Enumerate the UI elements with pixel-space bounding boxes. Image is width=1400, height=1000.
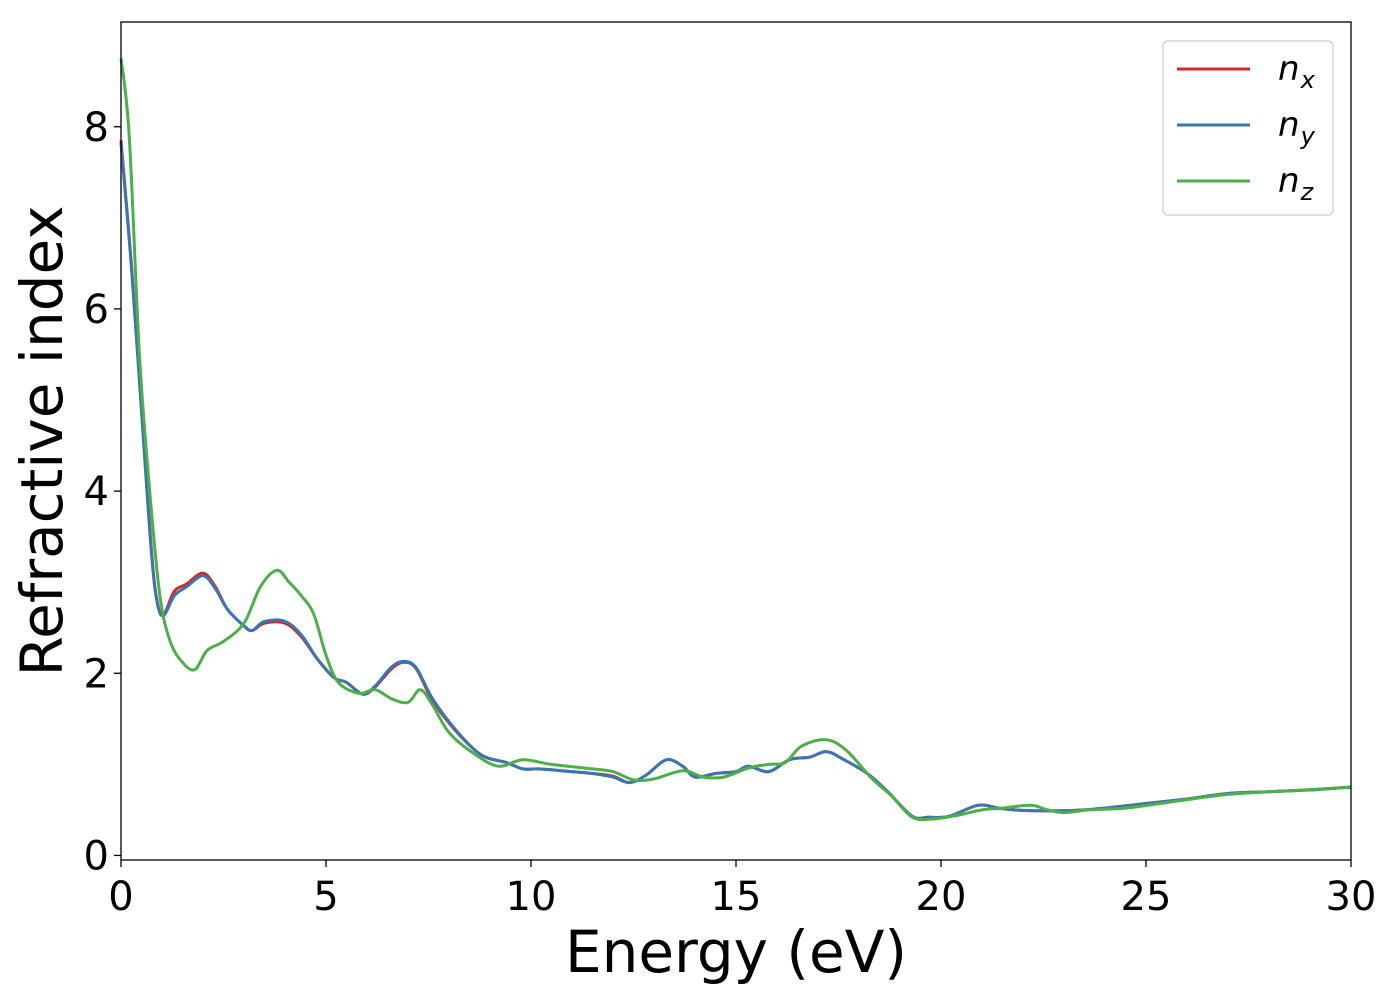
x-tick-label: 20 (916, 874, 967, 920)
series-line-ny (119, 142, 1352, 820)
legend-label-nx: nx (1278, 49, 1316, 94)
x-axis-ticks: 0 5 10 15 20 25 30 (108, 860, 1376, 920)
y-axis-title: Refractive index (8, 205, 76, 676)
y-tick-label: 6 (84, 287, 109, 333)
y-tick-label: 0 (84, 833, 109, 879)
x-tick-label: 0 (108, 874, 133, 920)
x-tick-label: 5 (313, 874, 338, 920)
x-tick-label: 15 (711, 874, 762, 920)
x-axis-title: Energy (eV) (565, 918, 907, 986)
x-tick-label: 10 (506, 874, 557, 920)
legend-label-ny: ny (1278, 105, 1316, 150)
series-line-nz (119, 58, 1352, 822)
x-tick-label: 30 (1326, 874, 1377, 920)
series-lines (119, 58, 1352, 822)
legend-box (1162, 40, 1334, 216)
x-tick-label: 25 (1121, 874, 1172, 920)
y-tick-label: 4 (84, 469, 109, 515)
y-axis-ticks: 0 2 4 6 8 (84, 105, 121, 879)
y-tick-label: 2 (84, 651, 109, 697)
y-tick-label: 8 (84, 105, 109, 151)
